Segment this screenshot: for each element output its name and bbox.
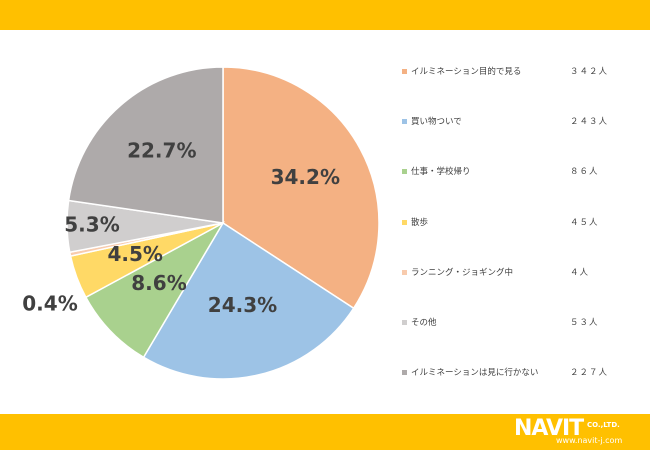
legend-label: 仕事・学校帰り — [411, 167, 471, 178]
legend-item-7: イルミネーションは見に行かない ２２７人 — [402, 363, 617, 413]
pie-slice-7 — [67, 66, 224, 224]
legend-label: ランニング・ジョギング中 — [411, 267, 514, 278]
legend-swatch — [402, 69, 407, 74]
slice-label-1: 34.2% — [271, 165, 340, 189]
legend-item-2: 買い物ついで ２４３人 — [402, 112, 617, 162]
slice-label-5: 0.4% — [22, 292, 77, 316]
legend-count: ２４３人 — [570, 117, 609, 128]
legend-count: ２２７人 — [570, 368, 609, 379]
legend-item-1: イルミネーション目的で見る ３４２人 — [402, 62, 617, 112]
legend-swatch — [402, 370, 407, 376]
slice-label-4: 4.5% — [107, 242, 162, 266]
logo-wordmark: NAVIT — [514, 416, 584, 441]
slice-label-2: 24.3% — [208, 293, 277, 317]
chart-legend: イルミネーション目的で見る ３４２人買い物ついで ２４３人仕事・学校帰り ８６人散歩 ４… — [402, 62, 617, 413]
legend-item-5: ランニング・ジョギング中 ４人 — [402, 263, 617, 313]
legend-swatch — [402, 319, 407, 325]
legend-label: イルミネーション目的で見る — [411, 67, 522, 77]
legend-item-4: 散歩 ４５人 — [402, 213, 617, 263]
logo-url: www.navit-j.com — [556, 436, 623, 445]
legend-count: ８６人 — [570, 167, 599, 178]
pie-slice-2 — [142, 221, 355, 380]
legend-label: 買い物ついで — [411, 117, 462, 128]
legend-label: 散歩 — [411, 217, 429, 228]
pie-slice-3 — [84, 221, 226, 359]
company-logo: NAVIT CO.,LTD. www.navit-j.com — [514, 416, 640, 448]
bottom-banner — [0, 414, 650, 450]
legend-label: イルミネーションは見に行かない — [411, 368, 539, 379]
slice-label-6: 5.3% — [64, 212, 119, 236]
legend-item-6: その他 ５３人 — [402, 313, 617, 363]
slice-label-7: 22.7% — [127, 139, 196, 163]
logo-corp-suffix: CO.,LTD. — [587, 421, 620, 429]
legend-swatch — [402, 219, 407, 225]
top-banner — [0, 0, 650, 30]
legend-label: その他 — [411, 317, 437, 328]
legend-swatch — [402, 269, 407, 275]
slice-label-3: 8.6% — [131, 271, 186, 295]
legend-swatch — [402, 169, 407, 175]
legend-count: ３４２人 — [570, 67, 609, 77]
legend-item-3: 仕事・学校帰り ８６人 — [402, 162, 617, 212]
legend-count: ４５人 — [570, 217, 599, 228]
legend-swatch — [402, 119, 407, 125]
legend-count: ４人 — [570, 267, 590, 278]
legend-count: ５３人 — [570, 317, 599, 328]
